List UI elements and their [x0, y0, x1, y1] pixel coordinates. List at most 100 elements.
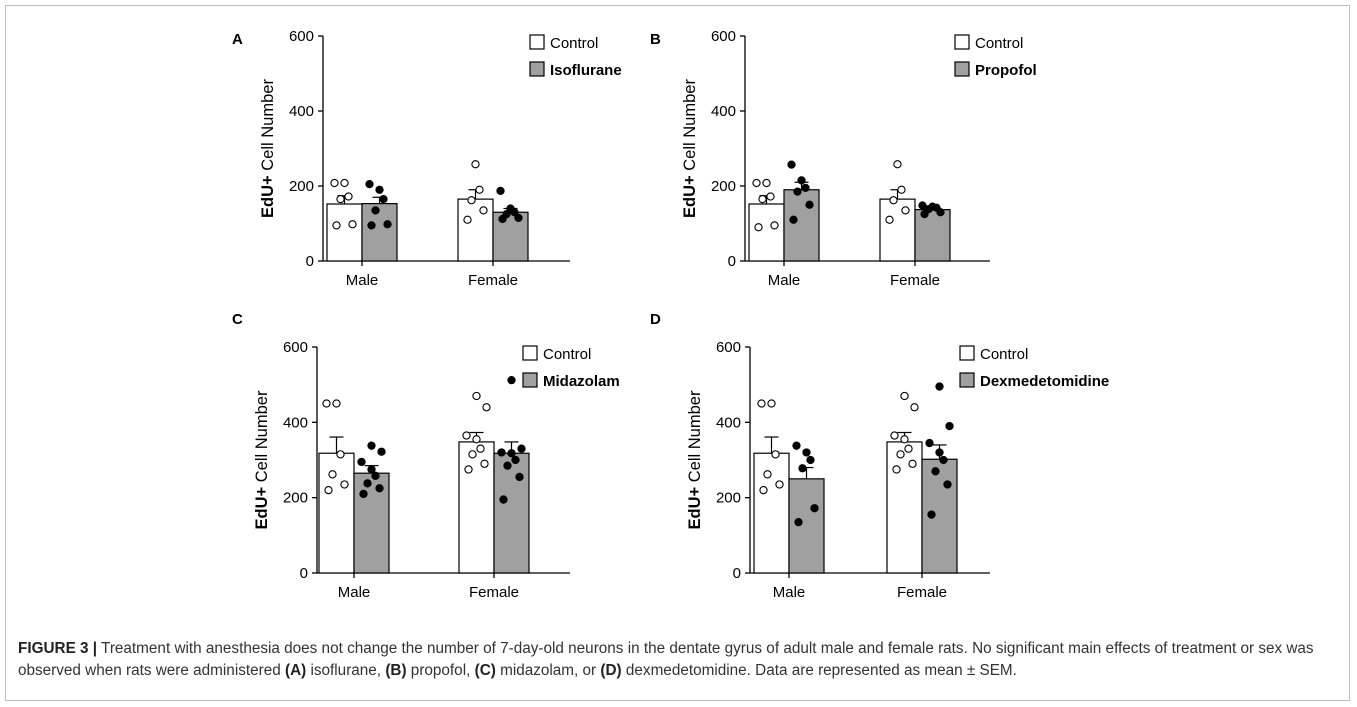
legend-label: Control: [975, 35, 1023, 52]
x-tick-label: Male: [768, 272, 801, 289]
caption-ref-d: (D): [600, 662, 622, 679]
legend-swatch: [954, 34, 970, 50]
data-point: [363, 479, 372, 488]
data-point: [503, 461, 512, 470]
data-point: [367, 221, 376, 230]
data-point: [375, 484, 384, 493]
data-point: [793, 187, 802, 196]
data-point: [497, 448, 506, 457]
y-tick-label: 200: [711, 178, 736, 195]
caption-ref-b: (B): [385, 662, 407, 679]
y-tick-label: 600: [711, 28, 736, 45]
bar: [458, 441, 495, 574]
data-point: [901, 206, 910, 215]
data-point: [890, 431, 899, 440]
panel-label: B: [650, 31, 661, 48]
caption-text-1: Treatment with anesthesia does not chang…: [18, 640, 1314, 679]
data-point: [798, 464, 807, 473]
data-point: [511, 455, 520, 465]
data-point: [910, 403, 919, 412]
data-point: [794, 518, 803, 527]
caption-label: FIGURE 3 |: [18, 640, 98, 657]
figure-caption: FIGURE 3 | Treatment with anesthesia doe…: [18, 638, 1338, 682]
data-point: [324, 485, 333, 495]
bar: [353, 472, 390, 574]
y-axis-label: EdU+ Cell Number: [259, 79, 277, 218]
data-point: [770, 221, 779, 230]
caption-text-5: dexmedetomidine. Data are represented as…: [621, 662, 1017, 679]
data-point: [771, 450, 780, 459]
y-tick-label: 400: [711, 103, 736, 120]
y-tick-label: 200: [289, 178, 314, 195]
y-axis-label-bold: EdU+: [686, 487, 704, 530]
y-tick-label: 0: [733, 565, 741, 582]
data-point: [365, 179, 374, 189]
data-point: [357, 457, 366, 467]
panel-label: A: [232, 31, 243, 48]
legend-swatch: [522, 345, 538, 361]
data-point: [806, 455, 815, 465]
data-point: [371, 471, 380, 480]
y-tick-label: 600: [716, 339, 741, 356]
bar: [457, 198, 494, 262]
y-tick-label: 0: [306, 253, 314, 270]
y-axis-label-bold: EdU+: [253, 487, 271, 530]
data-point: [336, 194, 345, 204]
bar: [753, 452, 790, 574]
x-tick-label: Male: [346, 272, 379, 289]
data-point: [897, 185, 906, 194]
data-point: [344, 192, 353, 201]
caption-text-4: midazolam, or: [495, 662, 601, 679]
data-point: [517, 444, 526, 453]
data-point: [908, 459, 917, 468]
data-point: [900, 435, 909, 444]
data-point: [802, 448, 811, 457]
legend-label: Control: [980, 346, 1028, 363]
legend-swatch: [959, 345, 975, 361]
data-point: [945, 421, 954, 431]
data-point: [506, 204, 515, 213]
legend-swatch: [954, 61, 970, 77]
data-point: [900, 391, 909, 401]
data-point: [805, 200, 814, 209]
chart-panel-b: B EdU+ Cell Number 0 200 400 600 Male Female Con…: [650, 28, 1037, 289]
chart-panel-c: C EdU+ Cell Number 0 200 400 600 Male Female Con…: [232, 311, 620, 601]
data-point: [943, 480, 952, 489]
data-point: [472, 435, 481, 444]
data-point: [502, 209, 511, 219]
data-point: [759, 485, 768, 495]
data-point: [797, 176, 806, 185]
y-tick-label: 600: [283, 339, 308, 356]
data-point: [935, 382, 944, 391]
data-point: [482, 403, 491, 412]
data-point: [889, 196, 898, 205]
data-point: [462, 431, 471, 440]
y-axis-label: EdU+ Cell Number: [686, 390, 704, 529]
data-point: [476, 444, 485, 453]
data-point: [896, 450, 905, 459]
figure-frame: [5, 5, 1350, 701]
data-point: [367, 465, 376, 474]
legend-label: Control: [550, 35, 598, 52]
data-point: [480, 459, 489, 468]
y-tick-label: 400: [283, 414, 308, 431]
data-point: [752, 178, 761, 188]
data-point: [471, 160, 480, 169]
data-point: [515, 472, 524, 482]
data-point: [767, 399, 776, 408]
data-point: [332, 399, 341, 408]
data-point: [377, 447, 386, 456]
caption-ref-c: (C): [474, 662, 496, 679]
data-point: [754, 223, 763, 232]
data-point: [918, 201, 927, 210]
bar: [748, 203, 785, 262]
data-point: [810, 504, 819, 513]
data-point: [789, 215, 798, 224]
y-axis-label-rest: Cell Number: [253, 390, 271, 487]
data-point: [496, 186, 505, 196]
data-point: [762, 178, 771, 188]
data-point: [464, 465, 473, 474]
data-point: [787, 160, 796, 169]
data-point: [904, 444, 913, 453]
legend-swatch: [959, 372, 975, 388]
